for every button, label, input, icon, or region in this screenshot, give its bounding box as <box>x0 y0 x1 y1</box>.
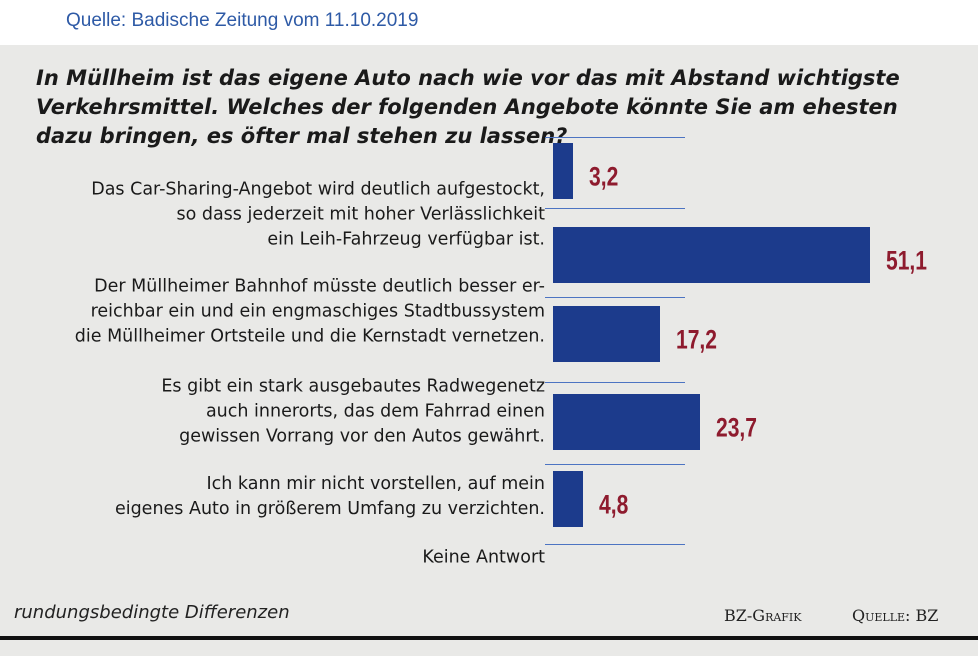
separator <box>545 544 685 545</box>
bar <box>553 306 660 362</box>
chart-title: In Müllheim ist das eigene Auto nach wie… <box>36 66 900 148</box>
category-label: Der Müllheimer Bahnhof müsste deutlich b… <box>74 276 545 347</box>
separator <box>545 208 685 209</box>
source: Quelle: BZ <box>852 606 939 625</box>
category-label: Ich kann mir nicht vorstellen, auf mein … <box>114 474 545 519</box>
separator <box>545 297 685 298</box>
separator <box>545 464 685 465</box>
bar <box>553 143 573 199</box>
category-label: Das Car-Sharing-Angebot wird deutlich au… <box>91 179 545 250</box>
value-label: 51,1 <box>885 245 927 276</box>
credit: BZ-Grafik <box>724 606 802 625</box>
paper-background <box>0 45 978 656</box>
value-label: 17,2 <box>675 324 717 355</box>
footnote: rundungsbedingte Differenzen <box>14 602 290 623</box>
separator <box>545 382 685 383</box>
value-label: 23,7 <box>715 412 757 443</box>
separator <box>545 137 685 138</box>
category-label: Es gibt ein stark ausgebautes Radwegenet… <box>161 376 545 447</box>
category-label: Keine Antwort <box>422 547 545 568</box>
value-label: 3,2 <box>588 161 619 192</box>
source-header: Quelle: Badische Zeitung vom 11.10.2019 <box>66 10 419 31</box>
bar <box>553 227 870 283</box>
bar <box>553 394 700 450</box>
bar <box>553 471 583 527</box>
value-label: 4,8 <box>598 489 629 520</box>
bottom-rule <box>0 636 978 640</box>
